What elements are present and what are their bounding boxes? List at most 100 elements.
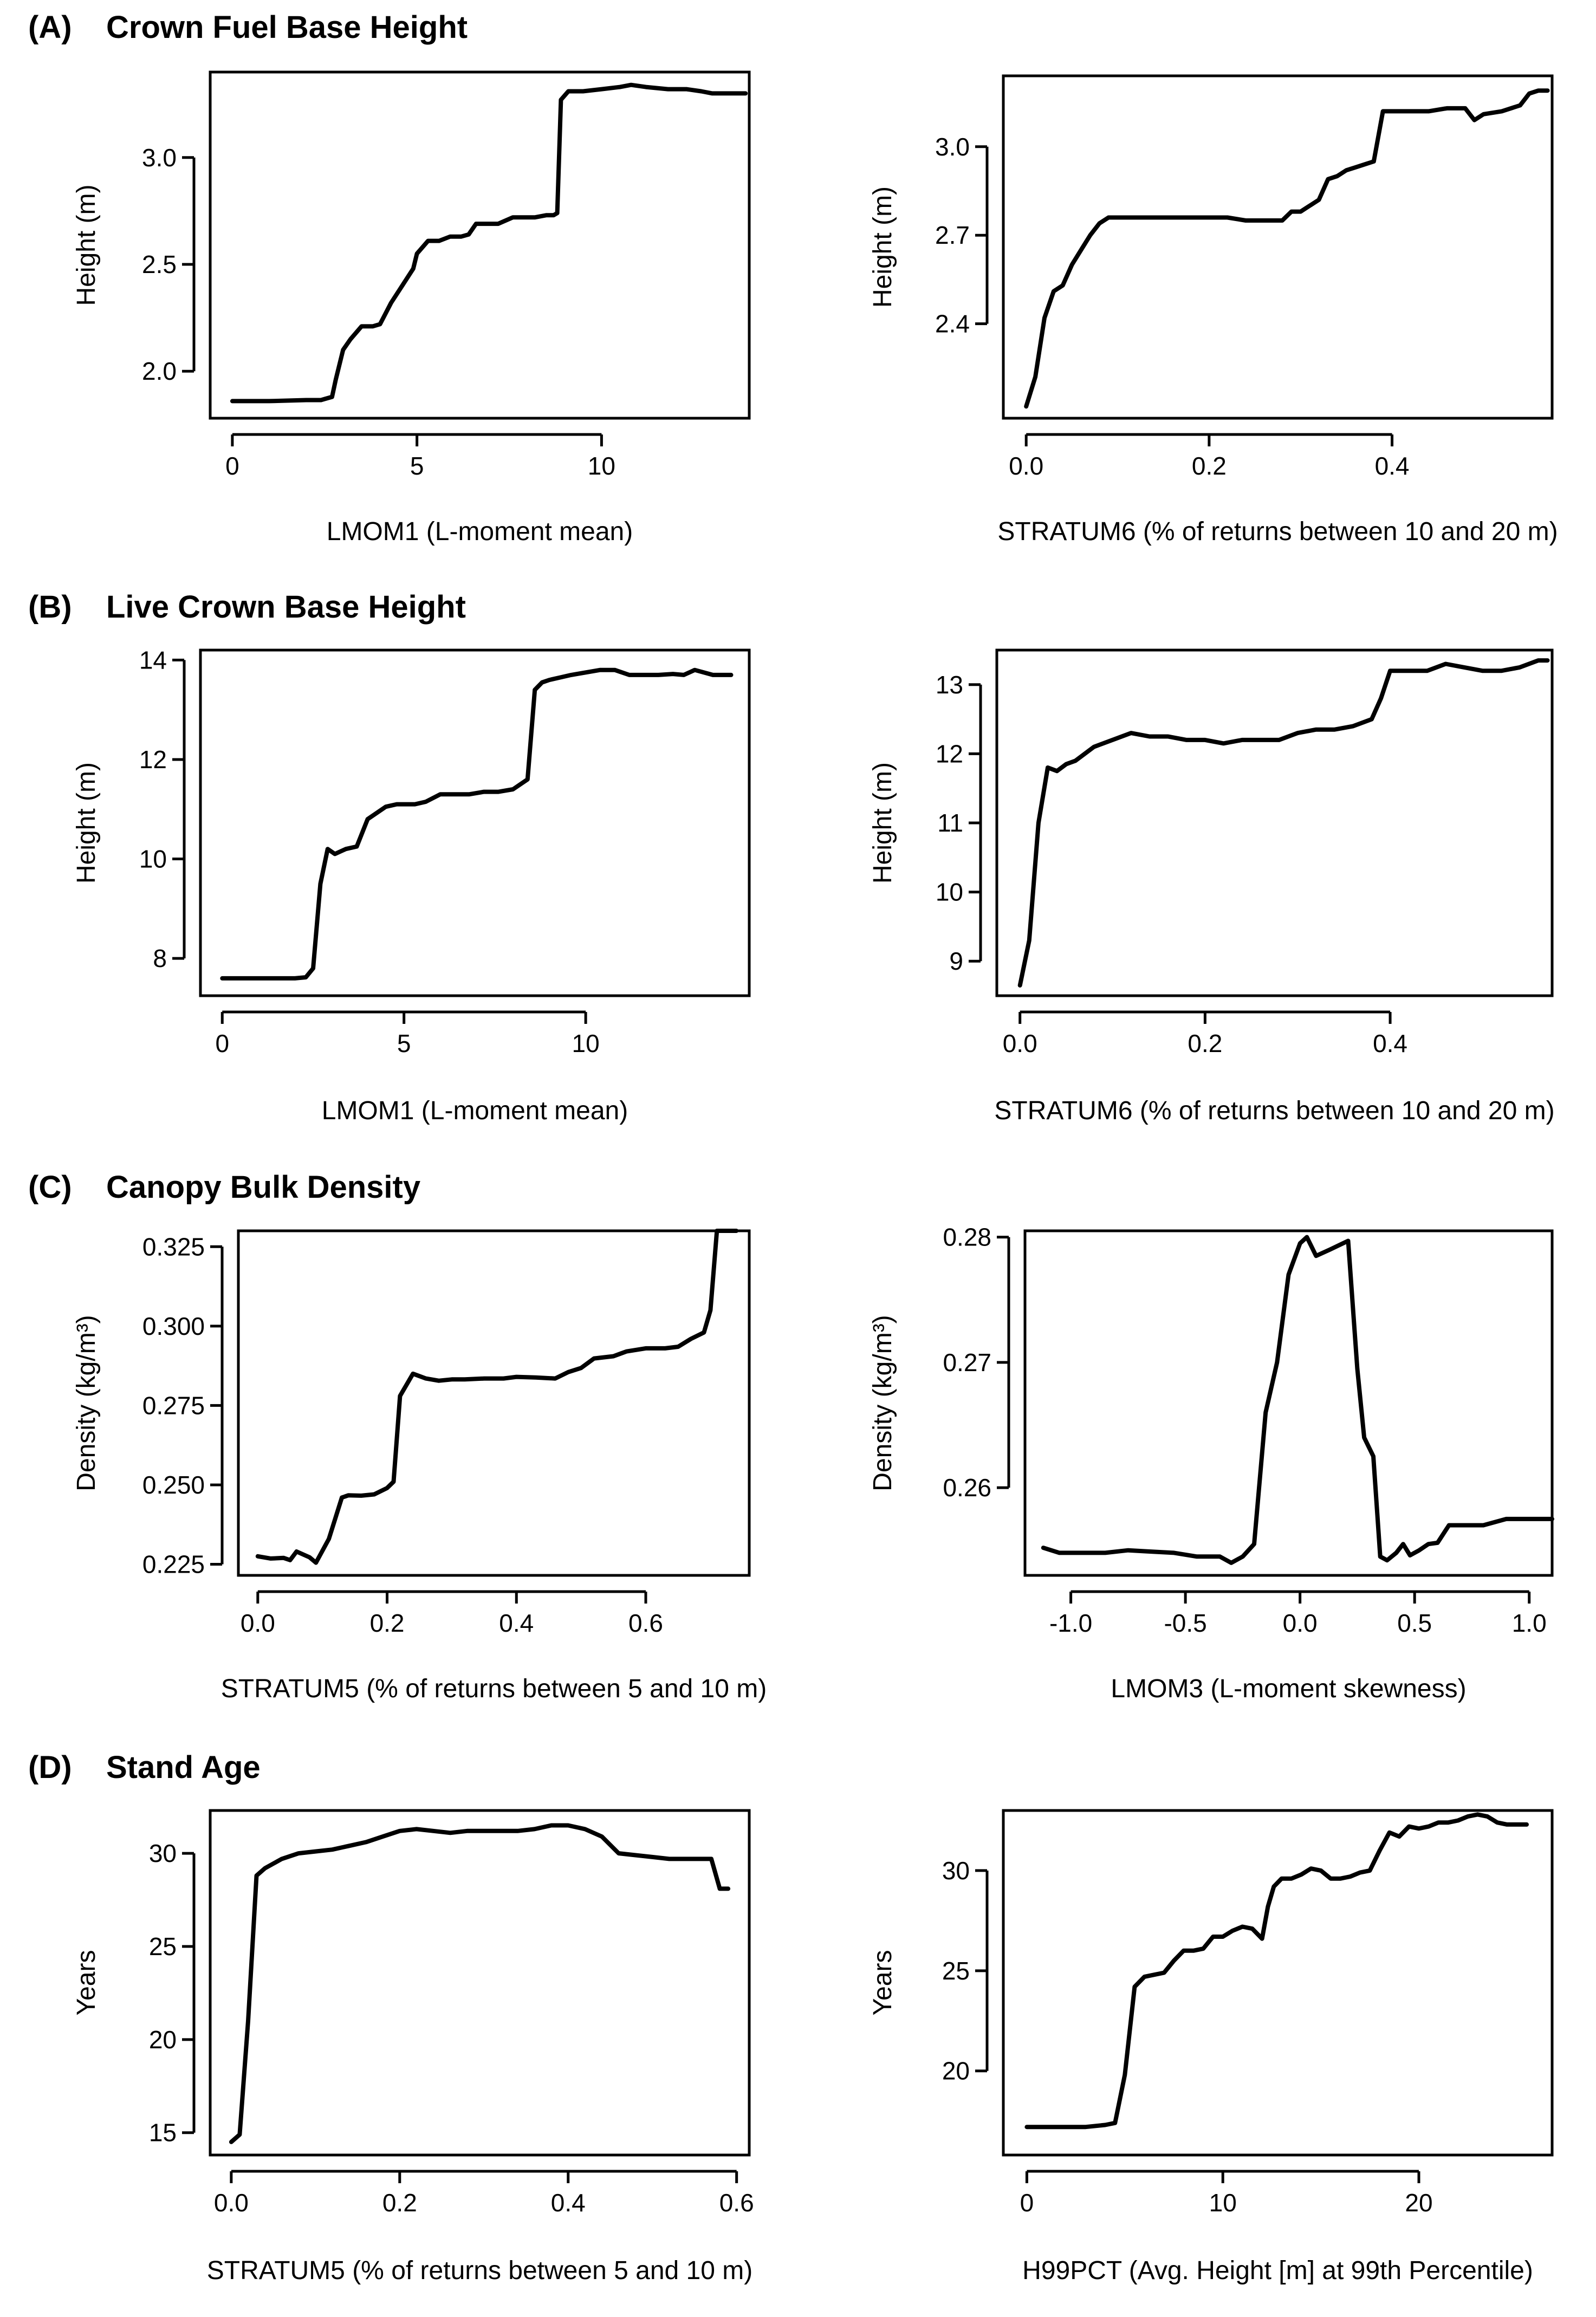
series-line — [1017, 658, 1550, 988]
y-tick-label: 20 — [149, 2026, 177, 2054]
x-tick-label: 5 — [410, 452, 424, 480]
plot-frame — [209, 1809, 751, 2157]
section-d-heading: (D) Stand Age — [28, 1750, 261, 1785]
chart-panels: 0 5 10 2.0 2.5 3.0 LMOM1 (L-moment mean) Height… — [72, 70, 1558, 2285]
x-tick-label: 0.2 — [370, 1609, 405, 1637]
y-axis-label: Height (m) — [868, 186, 897, 308]
x-axis-label: STRATUM6 (% of returns between 10 and 20… — [994, 1096, 1554, 1125]
x-tick-label: 0.2 — [1188, 1029, 1222, 1057]
y-tick-label: 2.7 — [935, 221, 970, 249]
y-axis-label: Years — [868, 1950, 897, 2016]
x-tick-label: 0.5 — [1397, 1609, 1432, 1637]
section-b-heading: (B) Live Crown Base Height — [28, 589, 466, 625]
y-tick-label: 3.0 — [142, 144, 177, 172]
section-d-label: (D) — [28, 1750, 72, 1785]
x-tick-label: -0.5 — [1164, 1609, 1206, 1637]
x-tick-label: 0.4 — [499, 1609, 534, 1637]
section-a-title: Crown Fuel Base Height — [106, 10, 468, 45]
x-tick-label: 0.2 — [382, 2189, 417, 2217]
y-tick-label: 25 — [942, 1957, 970, 1985]
x-axis-label: LMOM1 (L-moment mean) — [327, 517, 633, 546]
plot-frame — [209, 70, 751, 420]
y-tick-label: 20 — [942, 2057, 970, 2085]
section-a-label: (A) — [28, 10, 72, 45]
plot-frame — [995, 648, 1554, 997]
section-d-title: Stand Age — [106, 1750, 261, 1785]
y-tick-label: 12 — [139, 745, 167, 774]
x-axis-label: STRATUM5 (% of returns between 5 and 10 … — [221, 1675, 767, 1703]
y-tick-label: 0.275 — [142, 1391, 205, 1419]
x-tick-label: 0.0 — [1003, 1029, 1037, 1057]
x-tick-label: 0.6 — [719, 2189, 754, 2217]
x-tick-label: 1.0 — [1512, 1609, 1547, 1637]
y-tick-label: 0.250 — [142, 1471, 205, 1499]
y-tick-label: 9 — [949, 947, 963, 975]
series-line — [229, 1823, 731, 2144]
y-tick-label: 11 — [937, 809, 963, 837]
y-tick-label: 2.4 — [935, 310, 970, 338]
section-b-title: Live Crown Base Height — [106, 589, 466, 625]
y-tick-label: 25 — [149, 1932, 177, 1961]
x-tick-label: 0.0 — [1009, 452, 1043, 480]
y-tick-label: 0.300 — [142, 1312, 205, 1340]
y-tick-label: 0.28 — [943, 1223, 991, 1251]
series-line — [230, 82, 748, 404]
y-axis-label: Years — [72, 1950, 101, 2016]
x-axis-label: LMOM1 (L-moment mean) — [322, 1096, 628, 1125]
y-tick-label: 13 — [936, 671, 963, 699]
x-tick-label: 0.0 — [1283, 1609, 1318, 1637]
x-tick-label: 0.0 — [214, 2189, 249, 2217]
series-line — [1024, 1812, 1529, 2130]
y-tick-label: 0.225 — [142, 1550, 205, 1578]
y-tick-label: 0.27 — [943, 1348, 991, 1377]
x-tick-label: 0.0 — [241, 1609, 275, 1637]
panel-d-left: 0.0 0.2 0.4 0.6 15 20 25 30 STRATUM5 (% of retur… — [72, 1809, 754, 2285]
y-axis-label: Height (m) — [868, 762, 897, 884]
section-c-title: Canopy Bulk Density — [106, 1170, 420, 1205]
plot-frame — [1002, 74, 1554, 420]
x-axis-label: LMOM3 (L-moment skewness) — [1111, 1675, 1466, 1703]
y-tick-label: 12 — [936, 739, 963, 768]
y-axis-label: Height (m) — [72, 184, 101, 306]
y-tick-label: 2.0 — [142, 357, 177, 385]
panel-b-right: 0.0 0.2 0.4 9 10 11 12 13 STRATUM6 (% of returns… — [868, 648, 1555, 1125]
y-tick-label: 3.0 — [935, 133, 970, 161]
y-tick-label: 30 — [149, 1839, 177, 1867]
y-tick-label: 0.26 — [943, 1474, 991, 1502]
series-line — [220, 667, 734, 981]
x-tick-label: 0 — [225, 452, 239, 480]
panel-a-right: 0.0 0.2 0.4 2.4 2.7 3.0 STRATUM6 (% of returns… — [868, 74, 1558, 546]
y-tick-label: 10 — [139, 845, 167, 873]
series-line — [1041, 1235, 1554, 1565]
x-tick-label: 0 — [1020, 2189, 1034, 2217]
y-tick-label: 30 — [942, 1857, 970, 1885]
x-axis-label: STRATUM6 (% of returns between 10 and 20… — [997, 517, 1558, 546]
panel-b-left: 0 5 10 8 10 12 14 LMOM1 (L-moment mean) Height (… — [72, 646, 751, 1125]
y-tick-label: 10 — [936, 878, 963, 906]
x-axis-label: H99PCT (Avg. Height [m] at 99th Percenti… — [1022, 2256, 1533, 2285]
x-tick-label: 10 — [572, 1029, 600, 1057]
x-tick-label: 0.4 — [1375, 452, 1410, 480]
section-b-label: (B) — [28, 589, 72, 625]
plot-frame — [1023, 1229, 1554, 1577]
section-a-heading: (A) Crown Fuel Base Height — [28, 10, 468, 45]
x-tick-label: 0 — [215, 1029, 229, 1057]
panel-c-right: -1.0 -0.5 0.0 0.5 1.0 0.26 0.27 0.28 LMOM3 (L-mo… — [868, 1223, 1554, 1703]
panel-c-left: 0.0 0.2 0.4 0.6 0.225 0.250 0.275 0.300 0.325 STR… — [72, 1229, 767, 1703]
y-tick-label: 2.5 — [142, 250, 177, 278]
y-tick-label: 14 — [139, 646, 167, 674]
y-axis-label: Density (kg/m³) — [72, 1315, 101, 1491]
series-line — [1024, 88, 1550, 409]
y-tick-label: 15 — [149, 2119, 177, 2147]
y-tick-label: 8 — [153, 944, 167, 972]
x-tick-label: 10 — [1209, 2189, 1237, 2217]
x-tick-label: 20 — [1405, 2189, 1432, 2217]
x-axis-label: STRATUM5 (% of returns between 5 and 10 … — [207, 2256, 753, 2285]
x-tick-label: 0.6 — [628, 1609, 663, 1637]
section-c-label: (C) — [28, 1170, 72, 1205]
x-tick-label: 0.4 — [1373, 1029, 1407, 1057]
panel-a-left: 0 5 10 2.0 2.5 3.0 LMOM1 (L-moment mean) Height… — [72, 70, 751, 546]
x-tick-label: 0.2 — [1192, 452, 1227, 480]
plot-frame — [1002, 1809, 1554, 2157]
